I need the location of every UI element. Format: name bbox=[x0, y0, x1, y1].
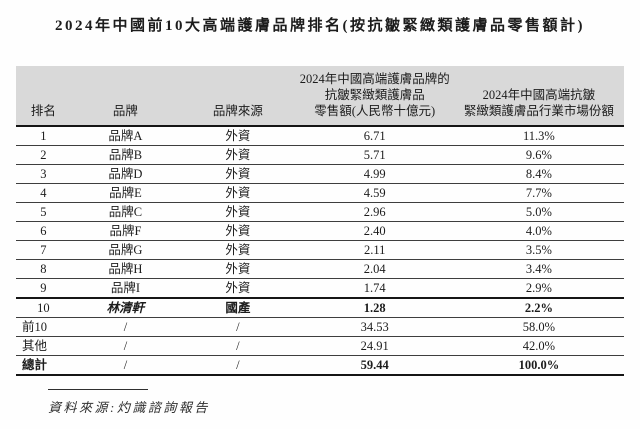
cell-brand: 品牌G bbox=[70, 240, 181, 260]
cell-revenue: 2.96 bbox=[295, 202, 454, 222]
cell-rank: 4 bbox=[16, 183, 71, 203]
cell-brand: 品牌F bbox=[70, 221, 181, 241]
cell-share: 9.6% bbox=[453, 145, 624, 165]
column-header-share: 2024年中國高端抗皺 緊緻類護膚品行業市場份額 bbox=[453, 66, 624, 127]
cell-origin: / bbox=[180, 355, 296, 376]
cell-share: 100.0% bbox=[453, 355, 624, 376]
cell-revenue: 34.53 bbox=[295, 317, 454, 337]
cell-share: 58.0% bbox=[453, 317, 624, 337]
cell-brand: 林清軒 bbox=[70, 298, 181, 318]
cell-rank: 總計 bbox=[16, 355, 71, 376]
cell-brand: 品牌B bbox=[70, 145, 181, 165]
source-divider bbox=[48, 389, 148, 390]
cell-origin: 外資 bbox=[180, 278, 296, 299]
cell-brand: 品牌A bbox=[70, 126, 181, 146]
ranking-table-container: 排名 品牌 品牌來源 2024年中國高端護膚品牌的 抗皺緊緻類護膚品 零售額(人… bbox=[16, 66, 624, 376]
cell-share: 11.3% bbox=[453, 126, 624, 146]
table-row: 5 品牌C 外資 2.96 5.0% bbox=[16, 202, 624, 222]
cell-revenue: 2.04 bbox=[295, 259, 454, 279]
source-note-block: 資料來源:灼識諮詢報告 bbox=[48, 389, 640, 416]
cell-brand: 品牌C bbox=[70, 202, 181, 222]
cell-origin: 外資 bbox=[180, 221, 296, 241]
cell-origin: 外資 bbox=[180, 145, 296, 165]
cell-rank: 前10 bbox=[16, 317, 71, 337]
cell-brand: 品牌E bbox=[70, 183, 181, 203]
cell-brand: 品牌H bbox=[70, 259, 181, 279]
cell-origin: 外資 bbox=[180, 126, 296, 146]
cell-rank: 1 bbox=[16, 126, 71, 146]
cell-rank: 7 bbox=[16, 240, 71, 260]
cell-revenue: 4.99 bbox=[295, 164, 454, 184]
cell-share: 3.5% bbox=[453, 240, 624, 260]
cell-rank: 8 bbox=[16, 259, 71, 279]
cell-brand: 品牌I bbox=[70, 278, 181, 299]
cell-rank: 其他 bbox=[16, 336, 71, 356]
cell-brand: 品牌D bbox=[70, 164, 181, 184]
table-row: 9 品牌I 外資 1.74 2.9% bbox=[16, 278, 624, 299]
cell-origin: 外資 bbox=[180, 240, 296, 260]
cell-revenue: 5.71 bbox=[295, 145, 454, 165]
cell-share: 8.4% bbox=[453, 164, 624, 184]
cell-revenue: 1.74 bbox=[295, 278, 454, 299]
table-header-row: 排名 品牌 品牌來源 2024年中國高端護膚品牌的 抗皺緊緻類護膚品 零售額(人… bbox=[16, 66, 624, 127]
cell-brand: / bbox=[70, 336, 181, 356]
cell-rank: 3 bbox=[16, 164, 71, 184]
cell-origin: 外資 bbox=[180, 259, 296, 279]
cell-origin: 外資 bbox=[180, 183, 296, 203]
cell-revenue: 6.71 bbox=[295, 126, 454, 146]
table-row: 6 品牌F 外資 2.40 4.0% bbox=[16, 221, 624, 241]
cell-share: 5.0% bbox=[453, 202, 624, 222]
cell-rank: 2 bbox=[16, 145, 71, 165]
table-row-others: 其他 / / 24.91 42.0% bbox=[16, 336, 624, 356]
table-row-total: 總計 / / 59.44 100.0% bbox=[16, 355, 624, 376]
cell-origin: / bbox=[180, 317, 296, 337]
cell-origin: 外資 bbox=[180, 164, 296, 184]
table-row: 7 品牌G 外資 2.11 3.5% bbox=[16, 240, 624, 260]
cell-origin: 國產 bbox=[180, 298, 296, 318]
cell-share: 42.0% bbox=[453, 336, 624, 356]
column-header-revenue: 2024年中國高端護膚品牌的 抗皺緊緻類護膚品 零售額(人民幣十億元) bbox=[295, 66, 454, 127]
cell-rank: 6 bbox=[16, 221, 71, 241]
ranking-table: 排名 品牌 品牌來源 2024年中國高端護膚品牌的 抗皺緊緻類護膚品 零售額(人… bbox=[16, 66, 624, 376]
cell-revenue: 2.11 bbox=[295, 240, 454, 260]
cell-share: 2.2% bbox=[453, 298, 624, 318]
table-row: 1 品牌A 外資 6.71 11.3% bbox=[16, 126, 624, 146]
cell-revenue: 4.59 bbox=[295, 183, 454, 203]
cell-rank: 10 bbox=[16, 298, 71, 318]
cell-revenue: 24.91 bbox=[295, 336, 454, 356]
cell-share: 7.7% bbox=[453, 183, 624, 203]
table-row: 8 品牌H 外資 2.04 3.4% bbox=[16, 259, 624, 279]
cell-revenue: 1.28 bbox=[295, 298, 454, 318]
cell-revenue: 2.40 bbox=[295, 221, 454, 241]
table-row: 2 品牌B 外資 5.71 9.6% bbox=[16, 145, 624, 165]
cell-share: 2.9% bbox=[453, 278, 624, 299]
cell-revenue: 59.44 bbox=[295, 355, 454, 376]
table-row: 4 品牌E 外資 4.59 7.7% bbox=[16, 183, 624, 203]
cell-share: 4.0% bbox=[453, 221, 624, 241]
column-header-rank: 排名 bbox=[16, 66, 71, 127]
table-row-top10: 前10 / / 34.53 58.0% bbox=[16, 317, 624, 337]
cell-origin: 外資 bbox=[180, 202, 296, 222]
cell-rank: 9 bbox=[16, 278, 71, 299]
table-row-linqingxuan: 10 林清軒 國產 1.28 2.2% bbox=[16, 298, 624, 318]
cell-origin: / bbox=[180, 336, 296, 356]
column-header-brand: 品牌 bbox=[70, 66, 181, 127]
source-note: 資料來源:灼識諮詢報告 bbox=[48, 400, 210, 415]
table-row: 3 品牌D 外資 4.99 8.4% bbox=[16, 164, 624, 184]
cell-brand: / bbox=[70, 317, 181, 337]
column-header-origin: 品牌來源 bbox=[180, 66, 296, 127]
page-title: 2024年中國前10大高端護膚品牌排名(按抗皺緊緻類護膚品零售額計) bbox=[55, 18, 585, 34]
cell-rank: 5 bbox=[16, 202, 71, 222]
cell-brand: / bbox=[70, 355, 181, 376]
cell-share: 3.4% bbox=[453, 259, 624, 279]
